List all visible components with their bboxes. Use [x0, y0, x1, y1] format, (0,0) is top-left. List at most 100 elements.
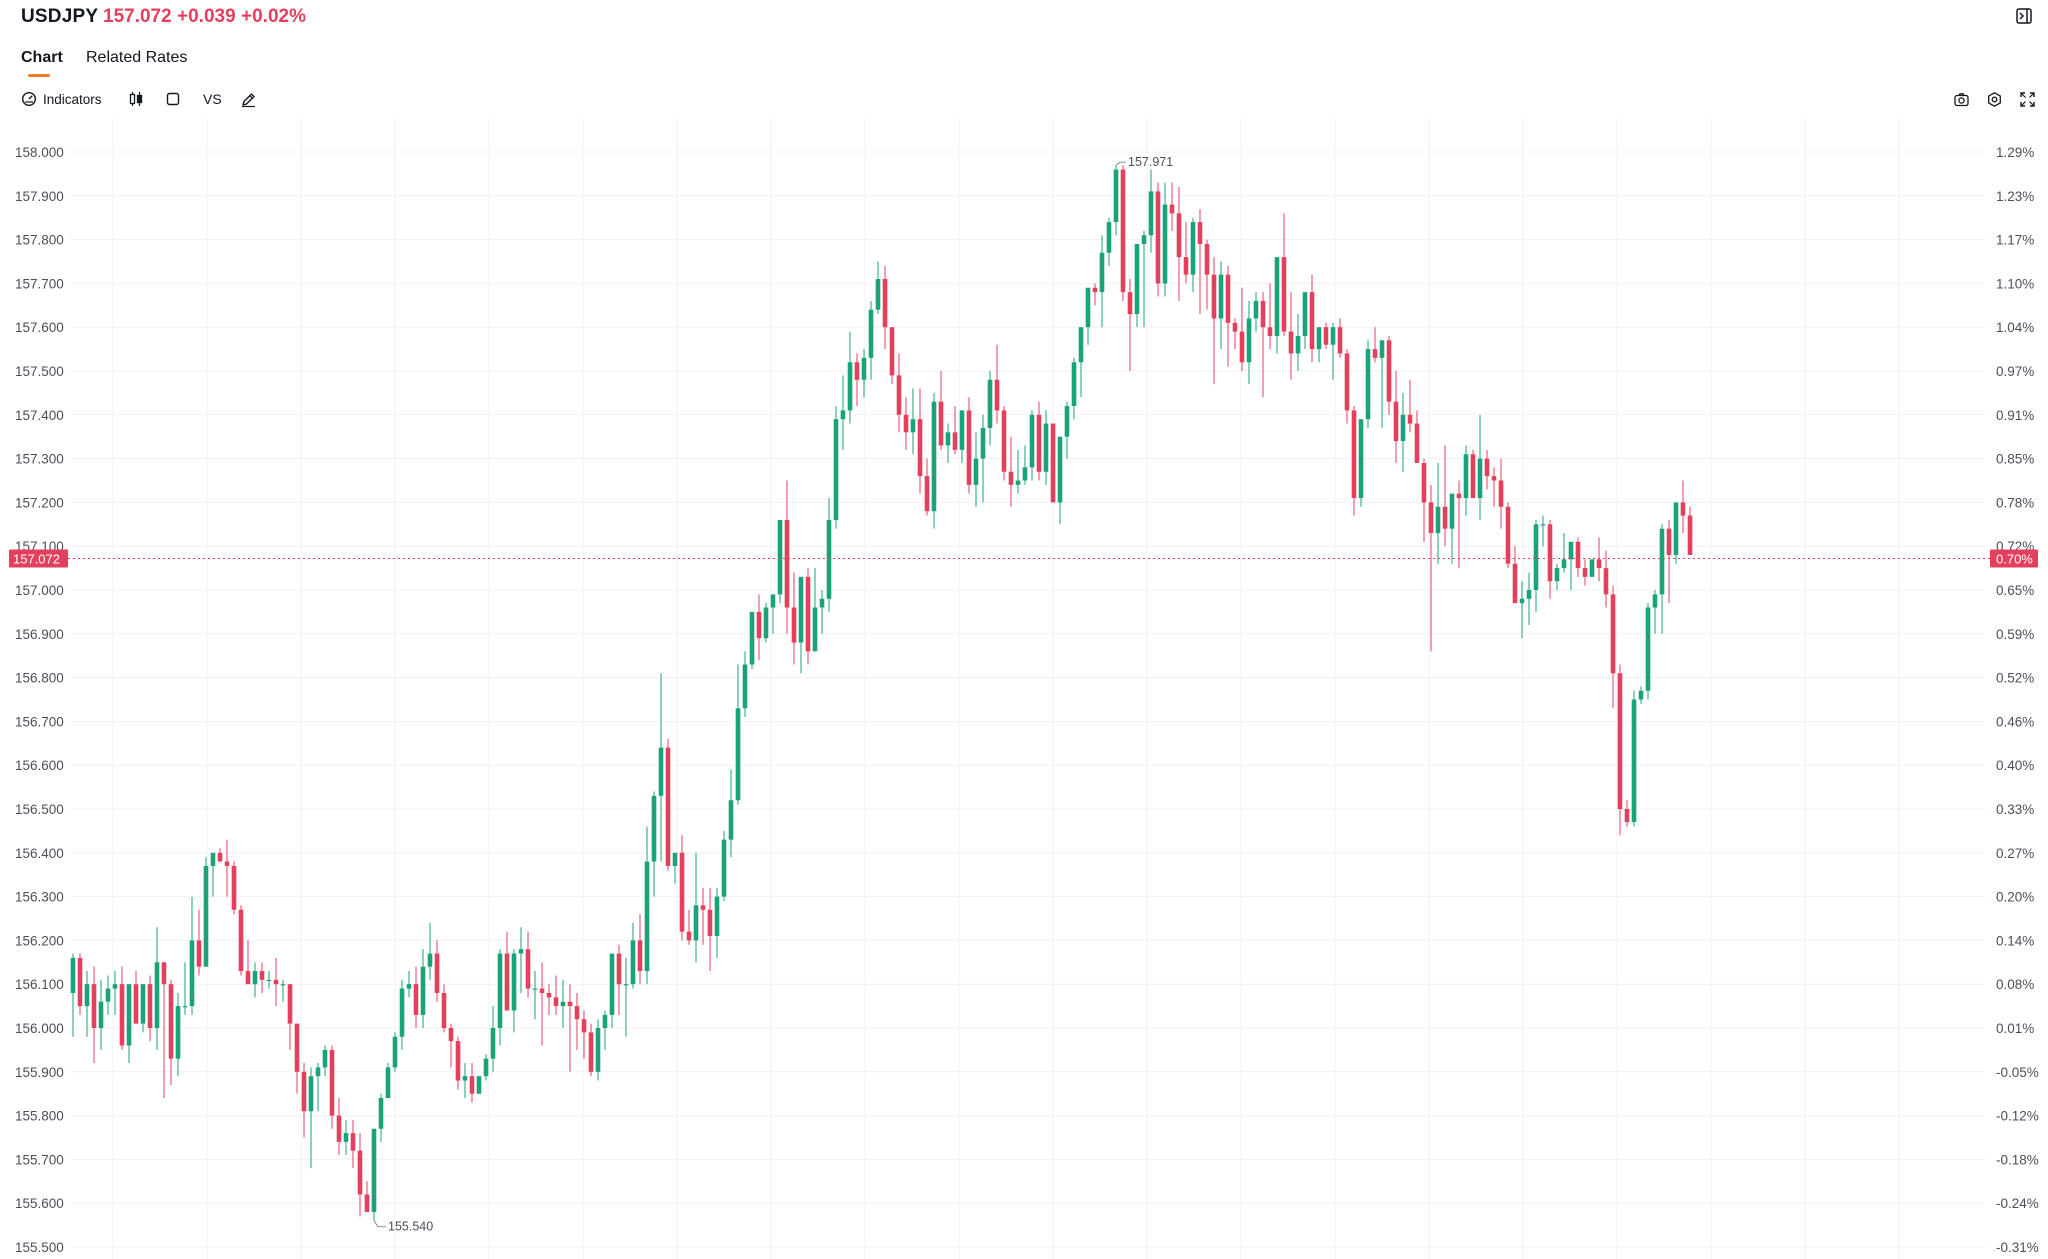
chart-settings-button[interactable]: [1986, 88, 2003, 110]
indicators-button[interactable]: Indicators: [21, 88, 102, 110]
candle: [833, 406, 839, 529]
candle: [819, 590, 825, 634]
low-leader-line: [373, 1220, 386, 1228]
collapse-panel-button[interactable]: [2014, 6, 2034, 26]
candle: [889, 327, 895, 385]
candle-body: [1071, 362, 1077, 407]
candle: [1330, 322, 1336, 380]
percent-tick-label: -0.24%: [1996, 1196, 2039, 1211]
candle: [686, 909, 692, 945]
candle: [1680, 480, 1686, 534]
candle: [196, 909, 202, 976]
candle: [455, 1036, 461, 1090]
candle-body: [1386, 340, 1392, 402]
candle: [1267, 283, 1273, 350]
candle-body: [378, 1098, 384, 1129]
candle: [1281, 213, 1287, 336]
chart-type-candle-button[interactable]: [128, 88, 144, 110]
candle-body: [1505, 506, 1511, 564]
candle-body: [567, 1001, 573, 1007]
candle: [735, 664, 741, 805]
low-annotation: 155.540: [373, 1220, 433, 1234]
candle-body: [259, 971, 265, 980]
candle: [469, 1063, 475, 1103]
candle-body: [1323, 327, 1329, 345]
candle: [1337, 318, 1343, 358]
candle: [980, 414, 986, 503]
candle: [1407, 379, 1413, 433]
candle-body: [266, 979, 272, 982]
price-tick-label: 157.200: [15, 495, 64, 510]
drawing-tools-button[interactable]: [240, 88, 257, 110]
candle: [1043, 410, 1049, 485]
snapshot-button[interactable]: [1953, 88, 1970, 110]
candle: [896, 353, 902, 433]
candle: [910, 388, 916, 455]
candle: [1113, 165, 1119, 236]
tab-chart[interactable]: Chart: [21, 49, 63, 66]
candle: [1512, 546, 1518, 604]
candle-body: [1680, 502, 1686, 516]
candle: [637, 914, 643, 985]
candle: [749, 611, 755, 669]
tab-related-rates[interactable]: Related Rates: [86, 49, 188, 66]
candle-body: [1687, 515, 1693, 555]
candle-body: [1470, 454, 1476, 499]
candle: [399, 979, 405, 1050]
chart-layout-button[interactable]: [165, 88, 181, 110]
candle-body: [959, 410, 965, 450]
candle: [1092, 283, 1098, 306]
candle-body: [189, 940, 195, 1007]
candle-body: [966, 410, 972, 485]
candle-body: [1393, 401, 1399, 442]
candle: [343, 1119, 349, 1156]
candle-body: [917, 419, 923, 477]
candle-body: [273, 979, 279, 985]
candle-body: [1295, 335, 1301, 354]
price-tick-label: 156.600: [15, 758, 64, 773]
candle: [623, 957, 629, 1037]
percent-tick-label: -0.18%: [1996, 1152, 2039, 1167]
candle: [840, 375, 846, 450]
price-tick-label: 156.300: [15, 890, 64, 905]
candle-body: [1274, 257, 1280, 336]
fullscreen-button[interactable]: [2019, 88, 2036, 110]
candle: [189, 896, 195, 1015]
candle: [567, 984, 573, 1072]
candle-body: [1414, 423, 1420, 463]
candle-body: [126, 984, 132, 1046]
candle: [1141, 230, 1147, 328]
compare-button[interactable]: VS: [203, 88, 222, 110]
candle: [1316, 327, 1322, 363]
candle: [1526, 572, 1532, 626]
candle-body: [539, 988, 545, 993]
candle-body: [371, 1128, 377, 1212]
price-tick-label: 156.700: [15, 714, 64, 729]
candle-body: [875, 279, 881, 310]
candle: [1386, 335, 1392, 415]
candle: [511, 949, 517, 1033]
candle: [1617, 664, 1623, 836]
settings-icon: [1988, 91, 2001, 107]
candle-body: [1372, 349, 1378, 358]
candle-body: [1428, 502, 1434, 534]
candle-body: [441, 992, 447, 1028]
chart-overlays: 157.072 0.70% 157.971 155.540: [9, 155, 2038, 1234]
price-chart[interactable]: 158.000 157.900 157.800 157.700 157.600 157.5…: [0, 118, 2048, 1259]
candle: [693, 852, 699, 963]
candle: [1232, 318, 1238, 350]
candle-body: [476, 1076, 482, 1094]
percent-tick-label: 0.20%: [1996, 890, 2034, 905]
candle-body: [749, 611, 755, 665]
candle: [539, 962, 545, 1046]
candle-body: [203, 865, 209, 967]
candle-body: [602, 1014, 608, 1028]
candle: [126, 984, 132, 1064]
candle-body: [280, 984, 286, 986]
candle-body: [637, 940, 643, 972]
candle: [938, 371, 944, 450]
candle-body: [980, 427, 986, 459]
candle: [595, 1019, 601, 1081]
candle: [420, 949, 426, 1028]
candle-body: [553, 997, 559, 1007]
